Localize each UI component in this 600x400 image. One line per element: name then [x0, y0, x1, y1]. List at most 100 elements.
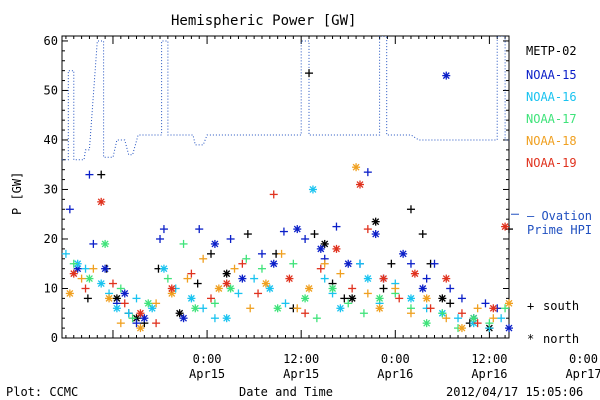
south-marker — [387, 259, 396, 268]
south-marker — [316, 264, 325, 273]
north-marker — [505, 324, 513, 333]
south-marker — [207, 294, 215, 303]
x-tick-label-time: 12:00 — [283, 352, 319, 366]
south-marker — [187, 269, 196, 278]
y-tick-label: 20 — [44, 232, 58, 246]
south-marker — [193, 279, 202, 288]
south-marker — [301, 309, 310, 318]
south-marker — [379, 284, 388, 293]
north-marker — [442, 274, 451, 283]
south-marker — [207, 249, 215, 258]
north-marker — [222, 279, 231, 288]
south-marker — [116, 284, 125, 293]
legend-north-marker: * — [527, 332, 535, 346]
south-marker — [97, 170, 106, 179]
north-marker — [112, 294, 121, 303]
south-marker — [81, 264, 90, 273]
north-marker — [320, 239, 329, 248]
legend-noaa18: NOAA-18 — [526, 134, 577, 148]
north-marker — [175, 309, 184, 318]
north-marker — [375, 294, 384, 303]
south-marker — [418, 230, 427, 239]
north-marker — [438, 294, 447, 303]
x-tick-label-date: Apr15 — [283, 367, 319, 381]
south-marker — [108, 279, 117, 288]
south-marker — [454, 314, 463, 323]
legend-south-marker: + — [527, 299, 535, 313]
north-marker — [469, 314, 478, 323]
north-marker — [120, 289, 129, 298]
south-marker — [163, 274, 172, 283]
north-marker — [418, 284, 427, 293]
south-marker — [489, 314, 498, 323]
south-marker — [210, 314, 219, 323]
north-marker — [261, 279, 270, 288]
north-marker — [238, 274, 247, 283]
south-marker — [430, 259, 439, 268]
south-marker — [179, 239, 188, 248]
north-marker — [210, 239, 219, 248]
x-tick-label-time: 12:00 — [471, 352, 507, 366]
south-marker — [356, 259, 364, 268]
south-marker — [257, 264, 266, 273]
south-marker — [69, 259, 78, 268]
north-marker — [442, 71, 451, 80]
north-marker — [293, 225, 302, 234]
north-marker — [336, 304, 345, 313]
south-marker — [132, 319, 141, 328]
north-marker — [214, 284, 223, 293]
south-marker — [128, 314, 137, 323]
north-marker — [179, 314, 188, 323]
north-marker — [101, 264, 110, 273]
north-marker — [375, 304, 384, 313]
legend-south: south — [543, 299, 580, 313]
south-marker — [116, 319, 125, 328]
north-marker — [371, 217, 380, 226]
north-marker — [457, 324, 466, 333]
north-marker — [187, 294, 196, 303]
north-marker — [422, 319, 431, 328]
north-marker — [344, 259, 353, 268]
chart-title: Hemispheric Power [GW] — [171, 13, 357, 29]
south-marker — [363, 289, 372, 298]
y-axis-label: P [GW] — [10, 171, 24, 215]
x-tick-label-date: Apr15 — [189, 367, 225, 381]
x-tick-label-time: 0:00 — [193, 352, 222, 366]
south-marker — [497, 314, 506, 323]
south-marker — [446, 284, 455, 293]
north-marker — [501, 222, 510, 231]
south-marker — [305, 69, 314, 78]
south-marker — [320, 259, 329, 268]
south-marker — [238, 259, 247, 268]
north-marker — [97, 197, 106, 206]
north-marker — [85, 274, 94, 283]
south-marker — [85, 170, 94, 179]
south-marker — [446, 299, 455, 308]
south-marker — [89, 264, 98, 273]
north-marker — [356, 180, 364, 189]
south-marker — [344, 299, 353, 308]
y-tick-label: 50 — [44, 83, 58, 97]
south-marker — [422, 274, 431, 283]
south-marker — [199, 304, 208, 313]
y-tick-label: 60 — [44, 34, 58, 48]
north-marker — [489, 304, 498, 313]
north-marker — [140, 314, 149, 323]
north-marker — [148, 304, 157, 313]
north-marker — [406, 294, 415, 303]
south-marker — [501, 304, 510, 313]
north-marker — [505, 299, 513, 308]
south-marker — [426, 304, 435, 313]
south-marker — [152, 319, 161, 328]
footer-plot-source: Plot: CCMC — [6, 385, 79, 399]
south-marker — [199, 254, 208, 263]
south-marker — [457, 294, 466, 303]
south-marker — [243, 230, 252, 239]
south-marker — [254, 289, 263, 298]
north-marker — [269, 259, 278, 268]
south-marker — [406, 205, 415, 214]
y-tick-label: 10 — [44, 281, 58, 295]
south-marker — [310, 230, 319, 239]
south-marker — [234, 289, 243, 298]
south-marker — [246, 304, 255, 313]
